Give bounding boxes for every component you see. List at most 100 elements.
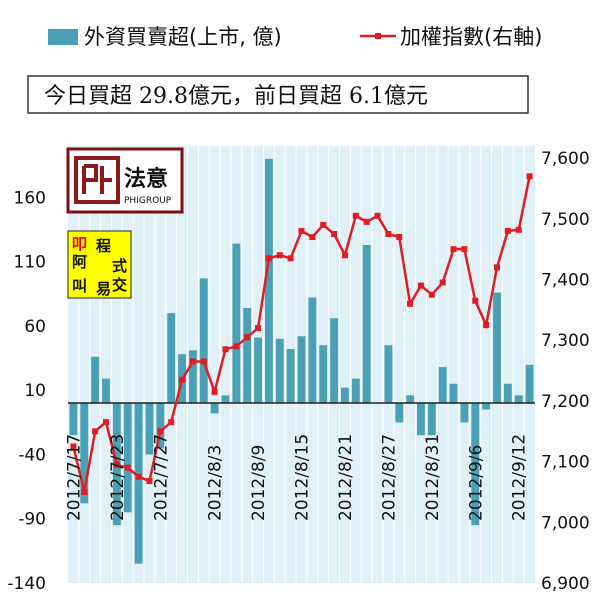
bar (275, 338, 284, 404)
bar (351, 378, 360, 404)
left-axis: -140 -90 -40 10 60 110 160 (7, 188, 46, 594)
bar (254, 337, 262, 404)
bar (341, 387, 349, 404)
line-point (179, 376, 186, 383)
banner-box (27, 75, 529, 114)
line-point (103, 419, 110, 426)
line-point (189, 358, 196, 365)
line-point (287, 255, 294, 262)
bar (297, 336, 306, 404)
left-tick-label: -140 (7, 574, 46, 594)
bar (406, 395, 415, 404)
x-tick-label: 2012/7/23 (108, 434, 128, 521)
bar (134, 403, 143, 564)
x-axis-labels: 2012/7/17 2012/7/23 2012/7/27 2012/8/3 2012/… (64, 434, 529, 521)
line-point (526, 173, 533, 180)
x-tick-label: 2012/8/31 (423, 434, 443, 521)
line-point (298, 227, 305, 234)
line-point (374, 212, 381, 219)
left-tick-label: -90 (18, 510, 46, 530)
bar (308, 297, 317, 404)
logo-char-1: 叩 (72, 235, 87, 253)
line-point (211, 388, 218, 395)
bar (210, 403, 219, 414)
logo-char-7: 交 (112, 276, 127, 294)
left-tick-label: 10 (24, 381, 46, 401)
banner: 今日買超 29.8億元，前日買超 6.1億元 (27, 75, 529, 114)
right-tick-label: 7,400 (541, 271, 590, 291)
line-point (124, 464, 131, 471)
bar (471, 403, 480, 526)
x-tick-label: 2012/8/3 (206, 445, 226, 521)
bar (156, 403, 165, 449)
x-tick-label: 2012/7/27 (151, 434, 171, 521)
legend-line-label: 加權指數(右軸) (400, 25, 542, 49)
logo-char-6: 易 (96, 280, 111, 298)
line-point (309, 234, 316, 241)
left-tick-label: 60 (24, 317, 46, 337)
line-point (439, 279, 446, 286)
logo-char-4: 程 (96, 237, 111, 255)
right-tick-label: 7,300 (541, 331, 590, 351)
line-point (135, 473, 142, 480)
logo-char-5: 式 (112, 257, 127, 275)
bar (525, 364, 534, 404)
line-point (276, 252, 283, 259)
bar (102, 378, 110, 404)
line-point (483, 322, 490, 329)
gridlines (78, 146, 525, 583)
bar (243, 307, 252, 404)
line-point (450, 246, 457, 253)
line-point (515, 226, 522, 233)
line-point (428, 291, 435, 298)
logo-char-3: 叫 (72, 277, 87, 295)
line-point (200, 358, 207, 365)
right-tick-label: 7,100 (541, 453, 590, 473)
right-axis: 6,900 7,000 7,100 7,200 7,300 7,400 7,500 7,600 (541, 149, 590, 594)
line-point (81, 488, 88, 495)
line-point (396, 234, 403, 241)
line-point (255, 325, 262, 332)
legend: 外資買賣超(上市, 億) 加權指數(右軸) (48, 25, 542, 49)
x-tick-label: 2012/8/21 (336, 434, 356, 521)
phigroup-logo-sub: PHIGROUP (124, 196, 172, 206)
left-tick-label: -40 (18, 445, 46, 465)
right-tick-label: 7,000 (541, 513, 590, 533)
legend-bar-label: 外資買賣超(上市, 億) (84, 25, 282, 49)
line-point (331, 231, 338, 238)
trading-program-logo: 叩 阿 叫 程 式 易 交 (67, 230, 132, 299)
line-point (157, 428, 164, 435)
line-point (472, 297, 479, 304)
legend-line-marker (375, 33, 381, 39)
left-tick-label: 110 (14, 253, 46, 273)
bar-series (69, 158, 534, 564)
bar (319, 345, 328, 404)
x-tick-label: 2012/8/27 (379, 434, 399, 521)
bar (80, 403, 89, 504)
left-tick-label: 160 (14, 188, 46, 208)
right-tick-label: 6,900 (541, 574, 590, 594)
legend-bar-swatch (48, 29, 78, 45)
line-point (493, 264, 500, 271)
line-point (146, 478, 153, 485)
bar (427, 403, 436, 436)
x-tick-label: 2012/9/6 (466, 445, 486, 521)
banner-text: 今日買超 29.8億元，前日買超 6.1億元 (44, 84, 428, 109)
x-tick-label: 2012/8/9 (249, 445, 269, 521)
bar (264, 158, 273, 404)
line-point (461, 246, 468, 253)
x-tick-label: 2012/7/17 (64, 434, 84, 521)
line-point (320, 221, 327, 228)
line-point (222, 346, 229, 353)
line-point (70, 443, 77, 450)
bar (199, 278, 208, 404)
bar (91, 356, 100, 404)
right-tick-label: 7,500 (541, 210, 590, 230)
bar (330, 318, 339, 404)
line-series (70, 173, 533, 495)
line-point (363, 218, 370, 225)
phigroup-logo: 法意 PHIGROUP (66, 147, 184, 214)
line-point (168, 419, 175, 426)
x-tick-label: 2012/9/12 (510, 434, 530, 521)
